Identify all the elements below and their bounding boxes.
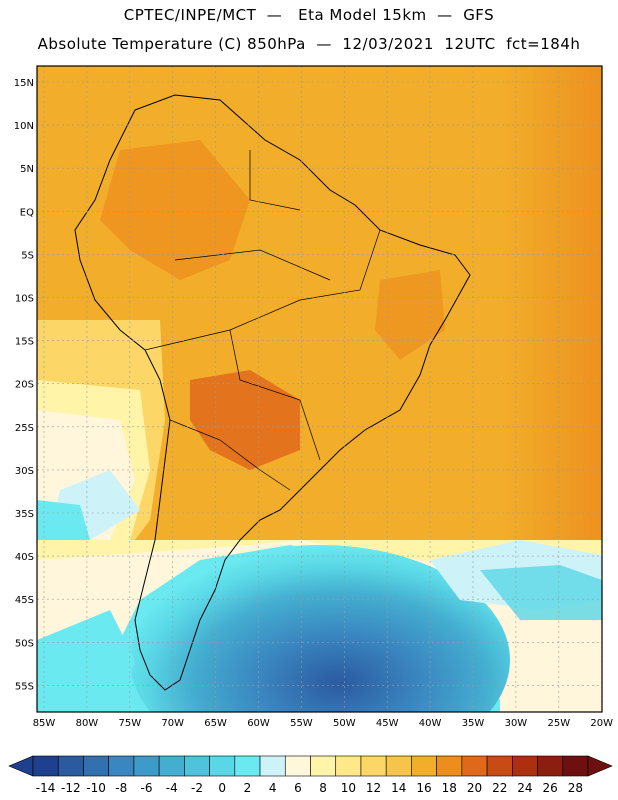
graticule xyxy=(37,66,603,712)
country-borders xyxy=(144,150,381,491)
colorbar-label: 6 xyxy=(294,781,302,795)
colorbar-swatch xyxy=(284,755,311,777)
latitude-label: 45S xyxy=(15,595,34,606)
colorbar-swatch xyxy=(486,755,513,777)
colorbar-label: -2 xyxy=(191,781,203,795)
latitude-label: 35S xyxy=(15,509,34,520)
colorbar-label: -4 xyxy=(166,781,178,795)
colorbar-label: 20 xyxy=(467,781,482,795)
latitude-label: 40S xyxy=(15,552,34,563)
latitude-label: 20S xyxy=(15,380,34,391)
colorbar-swatch xyxy=(234,755,261,777)
colorbar-swatch xyxy=(411,755,437,777)
latitude-label: 15S xyxy=(15,337,34,348)
colorbar-min-arrow xyxy=(8,755,34,777)
colorbar-swatch xyxy=(57,755,84,777)
colorbar-swatch xyxy=(32,755,59,777)
colorbar-label: -8 xyxy=(115,781,127,795)
colorbar-label: 18 xyxy=(442,781,457,795)
latitude-label: 55S xyxy=(15,681,34,692)
colorbar-label: 12 xyxy=(366,781,381,795)
longitude-label: 35W xyxy=(462,718,485,729)
colorbar-label: 22 xyxy=(492,781,507,795)
latitude-label: 5N xyxy=(20,164,34,175)
colorbar-label: -6 xyxy=(141,781,153,795)
longitude-label: 75W xyxy=(118,718,141,729)
colorbar-label: 2 xyxy=(244,781,252,795)
latitude-labels: 15N 10N 5N EQ 5S 10S 15S 20S 25S 30S 35S 40S 45S 50S 5… xyxy=(14,78,34,692)
colorbar-swatch xyxy=(436,755,463,777)
colorbar-swatch xyxy=(133,755,160,777)
colorbar-swatch xyxy=(562,755,589,777)
colorbar-label: 26 xyxy=(543,781,558,795)
colorbar-label: 16 xyxy=(416,781,431,795)
colorbar-swatch xyxy=(461,755,488,777)
colorbar-label: 10 xyxy=(341,781,356,795)
longitude-label: 45W xyxy=(376,718,399,729)
colorbar-label: -14 xyxy=(36,781,56,795)
longitude-label: 30W xyxy=(505,718,528,729)
colorbar-swatch xyxy=(335,755,362,777)
colorbar-swatch xyxy=(158,755,185,777)
colorbar-swatch xyxy=(512,755,538,777)
latitude-label: 30S xyxy=(15,466,34,477)
colorbar xyxy=(8,755,613,777)
latitude-label: 10S xyxy=(15,294,34,305)
colorbar-label: 14 xyxy=(391,781,406,795)
longitude-labels: 85W 80W 75W 70W 65W 60W 55W 50W 45W 40W 35W 30W 25W 2… xyxy=(33,718,613,729)
figure-title-line-1: CPTEC/INPE/MCT — Eta Model 15km — GFS xyxy=(123,6,495,24)
colorbar-label: 28 xyxy=(568,781,583,795)
longitude-label: 50W xyxy=(333,718,356,729)
longitude-label: 25W xyxy=(547,718,570,729)
colorbar-labels: -14 -12 -10 -8 -6 -4 -2 0 2 4 6 8 10 12 14 16 18 20 22 24 26… xyxy=(36,781,583,795)
coastline xyxy=(74,94,471,691)
longitude-label: 40W xyxy=(419,718,442,729)
map-frame-border xyxy=(36,65,603,713)
colorbar-swatch xyxy=(385,755,412,777)
latitude-label: 15N xyxy=(14,78,34,89)
colorbar-label: -12 xyxy=(61,781,81,795)
longitude-label: 85W xyxy=(33,718,56,729)
colorbar-swatch xyxy=(83,755,109,777)
colorbar-swatch xyxy=(537,755,564,777)
colorbar-label: -10 xyxy=(86,781,106,795)
longitude-label: 80W xyxy=(76,718,99,729)
colorbar-swatch xyxy=(184,755,210,777)
colorbar-label: 24 xyxy=(517,781,532,795)
longitude-label: 65W xyxy=(204,718,227,729)
colorbar-label: 8 xyxy=(319,781,327,795)
colorbar-label: 0 xyxy=(218,781,226,795)
colorbar-swatch xyxy=(108,755,135,777)
colorbar-label: 4 xyxy=(269,781,277,795)
temperature-field xyxy=(37,66,602,712)
latitude-label: 10N xyxy=(14,121,34,132)
figure-title-line-2: Absolute Temperature (C) 850hPa — 12/03/… xyxy=(37,35,581,53)
colorbar-swatch xyxy=(310,755,337,777)
colorbar-swatch xyxy=(360,755,387,777)
longitude-label: 70W xyxy=(161,718,184,729)
longitude-label: 55W xyxy=(290,718,313,729)
colorbar-swatch xyxy=(209,755,236,777)
longitude-label: 20W xyxy=(590,718,613,729)
latitude-label: 50S xyxy=(15,638,34,649)
longitude-label: 60W xyxy=(247,718,270,729)
colorbar-swatch xyxy=(259,755,286,777)
colorbar-max-arrow xyxy=(587,755,613,777)
latitude-label: 25S xyxy=(15,423,34,434)
latitude-label: 5S xyxy=(21,250,34,261)
latitude-label: EQ xyxy=(20,207,34,218)
